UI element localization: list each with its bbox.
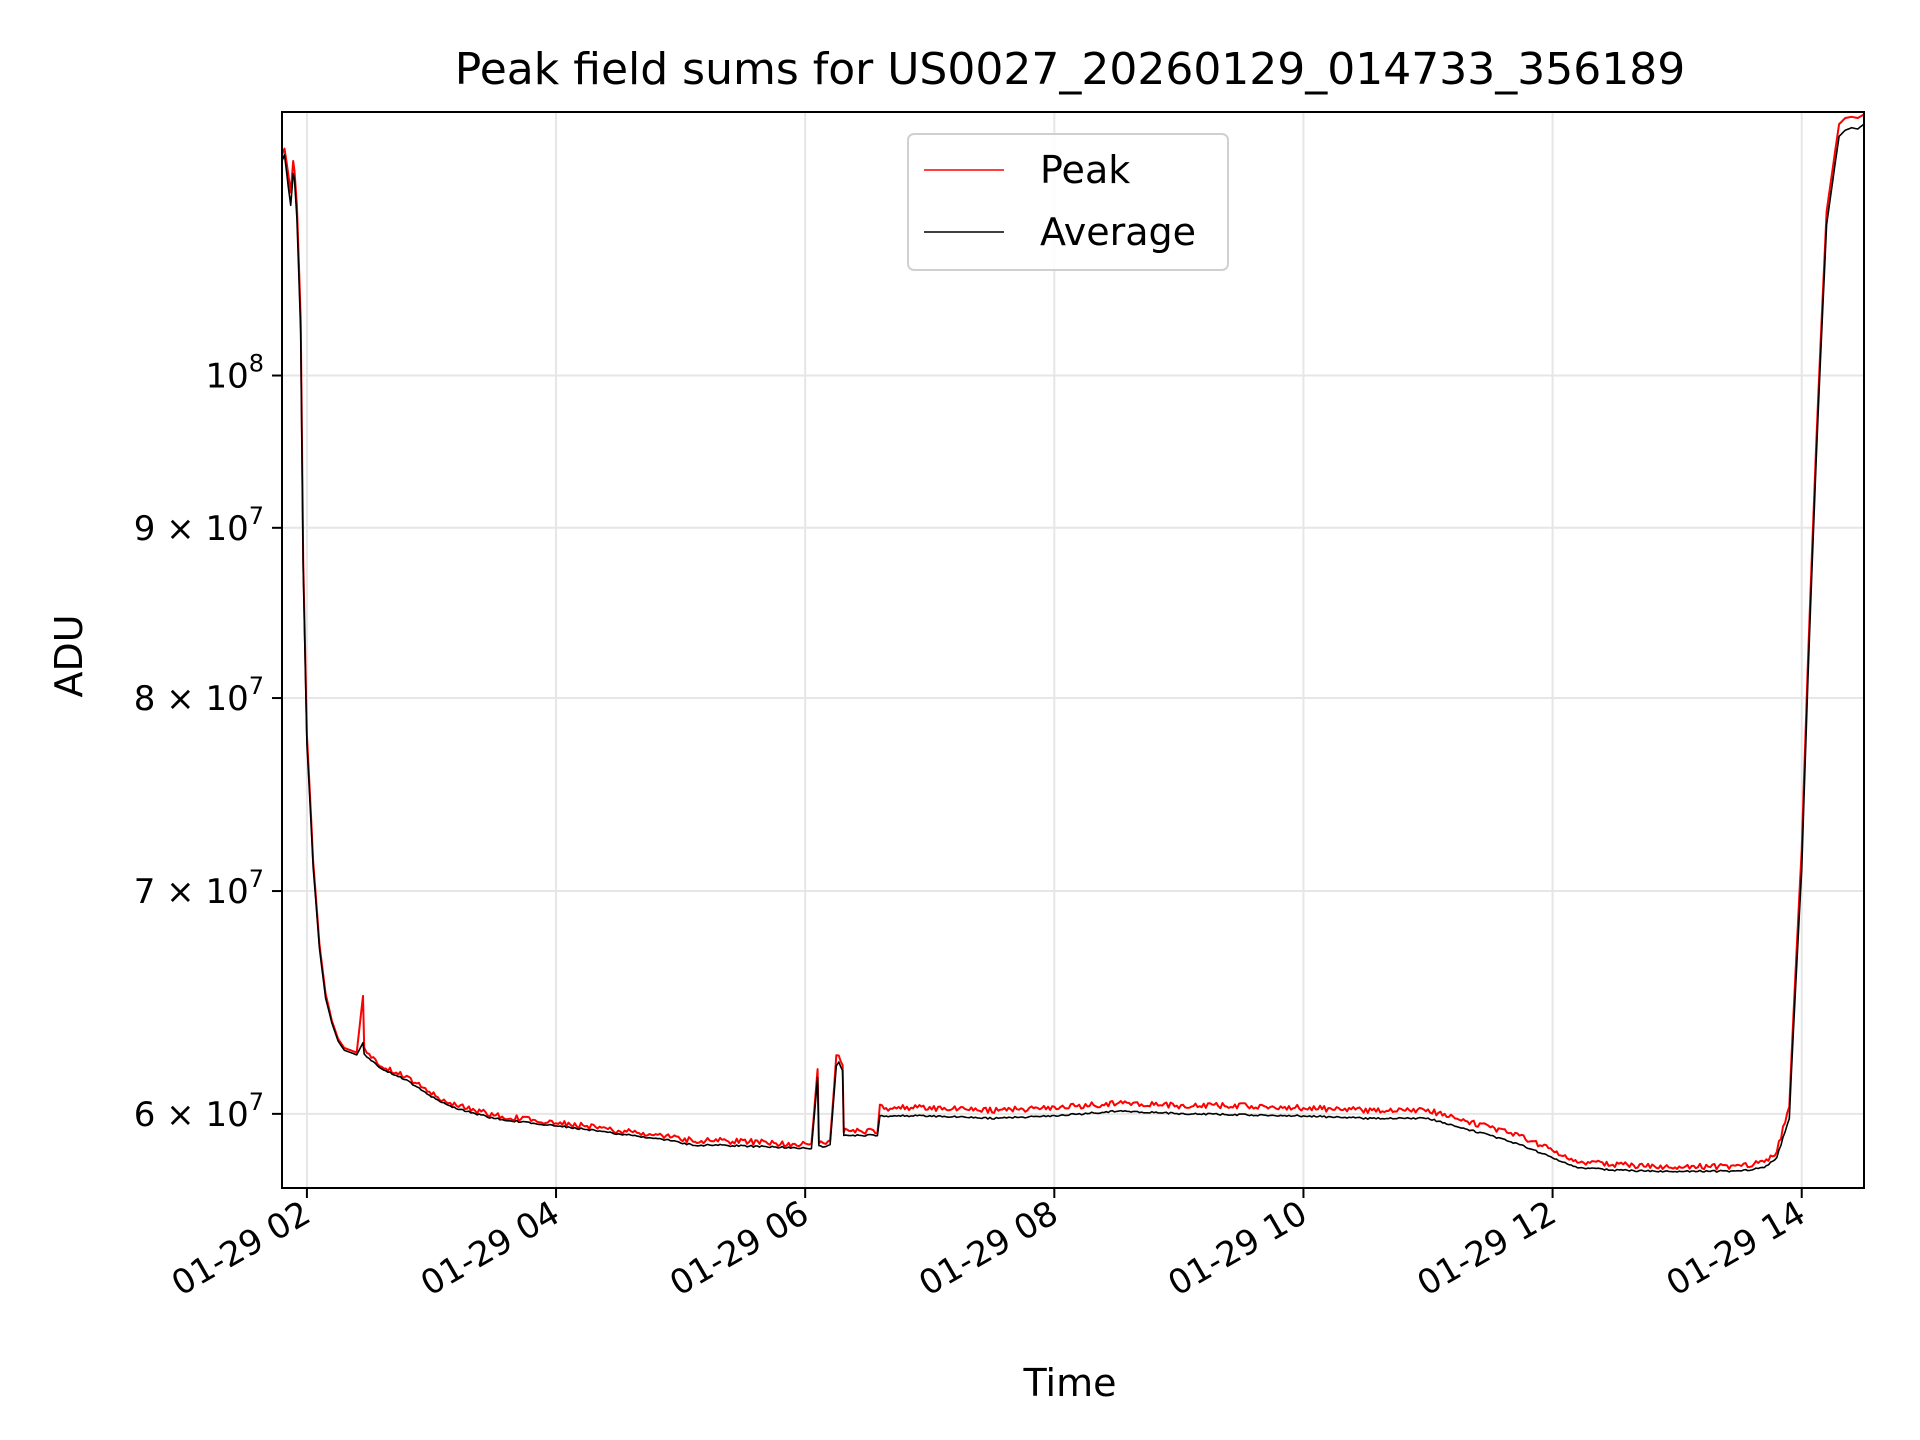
- y-axis-label: ADU: [47, 614, 91, 697]
- legend-label-average: Average: [1040, 210, 1196, 254]
- y-tick-label: 9 × 107: [134, 502, 264, 549]
- legend: Peak Average: [907, 133, 1229, 271]
- chart-title: Peak field sums for US0027_20260129_0147…: [455, 44, 1685, 95]
- x-axis-label: Time: [1023, 1361, 1117, 1405]
- axes-frame: [281, 111, 1865, 1189]
- series-line-peak: [281, 113, 1865, 1171]
- y-tick-label: 8 × 107: [134, 672, 264, 719]
- series-line-average: [281, 123, 1865, 1173]
- y-tick-label: 108: [205, 350, 264, 397]
- legend-label-peak: Peak: [1040, 148, 1130, 192]
- series-layer: [281, 113, 1865, 1173]
- y-axis: 108 9 × 107 8 × 107 7 × 107 6 × 107: [134, 350, 282, 1135]
- y-tick-label: 7 × 107: [134, 865, 264, 912]
- y-tick-label: 6 × 107: [134, 1088, 264, 1135]
- grid: [282, 112, 1864, 1188]
- legend-box: [907, 133, 1229, 271]
